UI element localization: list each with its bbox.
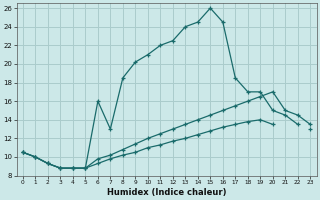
X-axis label: Humidex (Indice chaleur): Humidex (Indice chaleur) — [107, 188, 226, 197]
